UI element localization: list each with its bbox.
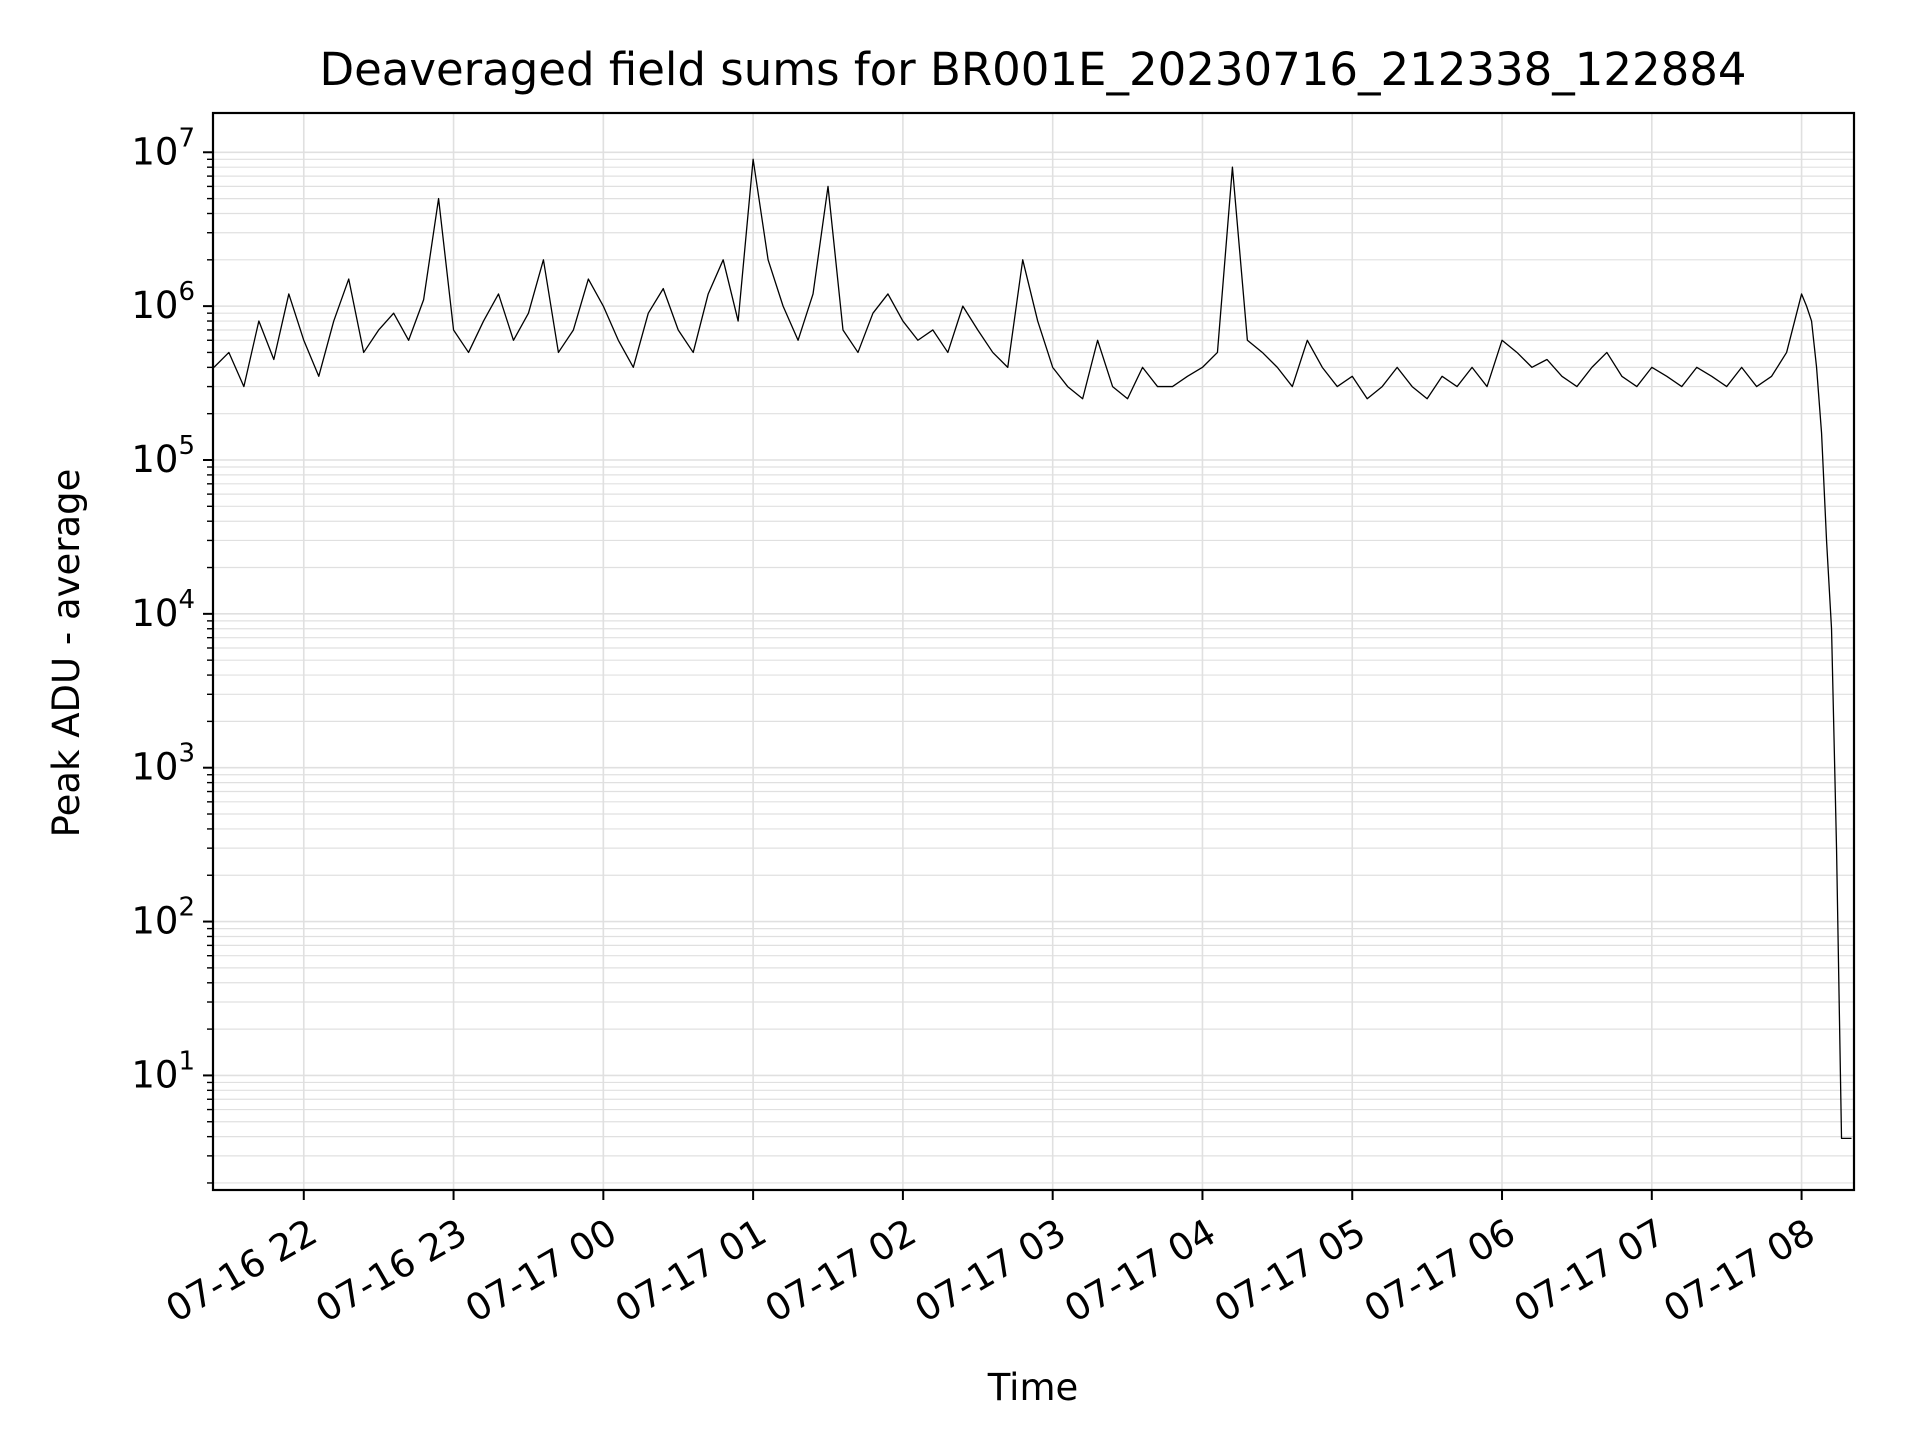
y-tick-label: 107 — [131, 123, 195, 173]
series-line — [213, 158, 1852, 1139]
y-tick-label: 104 — [131, 585, 195, 635]
y-tick-label: 101 — [131, 1046, 195, 1096]
y-axis-label: Peak ADU - average — [45, 469, 88, 838]
x-axis-label: Time — [987, 1366, 1079, 1409]
grid-layer — [213, 113, 1854, 1190]
line-layer — [213, 158, 1852, 1139]
y-tick-label: 103 — [131, 739, 195, 789]
y-tick-label: 106 — [131, 277, 195, 327]
y-tick-label: 105 — [131, 431, 195, 481]
y-tick-label: 102 — [131, 893, 195, 943]
chart-title: Deaveraged field sums for BR001E_2023071… — [319, 43, 1746, 96]
plot-frame — [211, 111, 1856, 1192]
